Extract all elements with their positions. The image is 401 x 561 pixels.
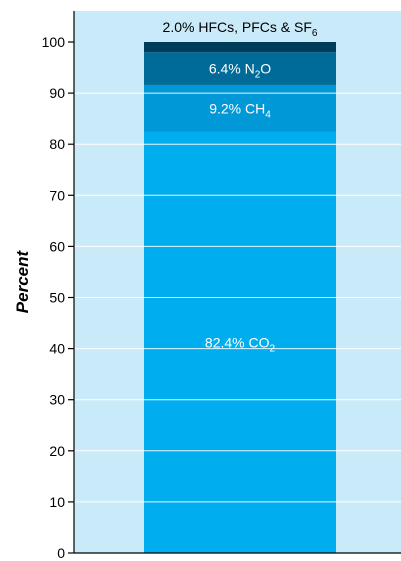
y-tick-label: 60 xyxy=(49,238,65,254)
y-tick-label: 100 xyxy=(42,34,66,50)
y-tick-label: 80 xyxy=(49,136,65,152)
segment-label-suffix: O xyxy=(260,61,271,77)
bar-segment xyxy=(144,42,336,53)
segment-label-main: 82.4% CO xyxy=(205,334,270,350)
bar-segment xyxy=(144,52,336,85)
y-tick-label: 70 xyxy=(49,187,65,203)
segment-label: 82.4% CO2 xyxy=(205,334,276,354)
segment-label: 6.4% N2O xyxy=(209,61,271,81)
segment-label: 2.0% HFCs, PFCs & SF6 xyxy=(163,19,318,39)
segment-label: 9.2% CH4 xyxy=(209,100,271,120)
segment-label-main: 9.2% CH xyxy=(209,100,265,116)
segment-label-main: 6.4% N xyxy=(209,61,255,77)
y-tick-label: 20 xyxy=(49,443,65,459)
bar-segment xyxy=(144,131,336,553)
segment-label-subscript: 6 xyxy=(312,28,318,39)
segment-label-main: 2.0% HFCs, PFCs & SF xyxy=(163,19,312,35)
y-tick-labels: 0 10 20 30 40 50 60 70 80 90 100 xyxy=(42,34,74,561)
segment-label-subscript: 4 xyxy=(265,109,271,120)
segment-label-subscript: 2 xyxy=(255,70,261,81)
y-tick-label: 0 xyxy=(57,545,65,561)
bar-segments xyxy=(144,42,336,553)
y-tick-label: 10 xyxy=(49,494,65,510)
segment-label-subscript: 2 xyxy=(270,343,276,354)
y-axis-label: Percent xyxy=(13,249,32,313)
y-tick-label: 90 xyxy=(49,85,65,101)
y-tick-label: 30 xyxy=(49,392,65,408)
y-tick-label: 40 xyxy=(49,341,65,357)
y-tick-label: 50 xyxy=(49,290,65,306)
